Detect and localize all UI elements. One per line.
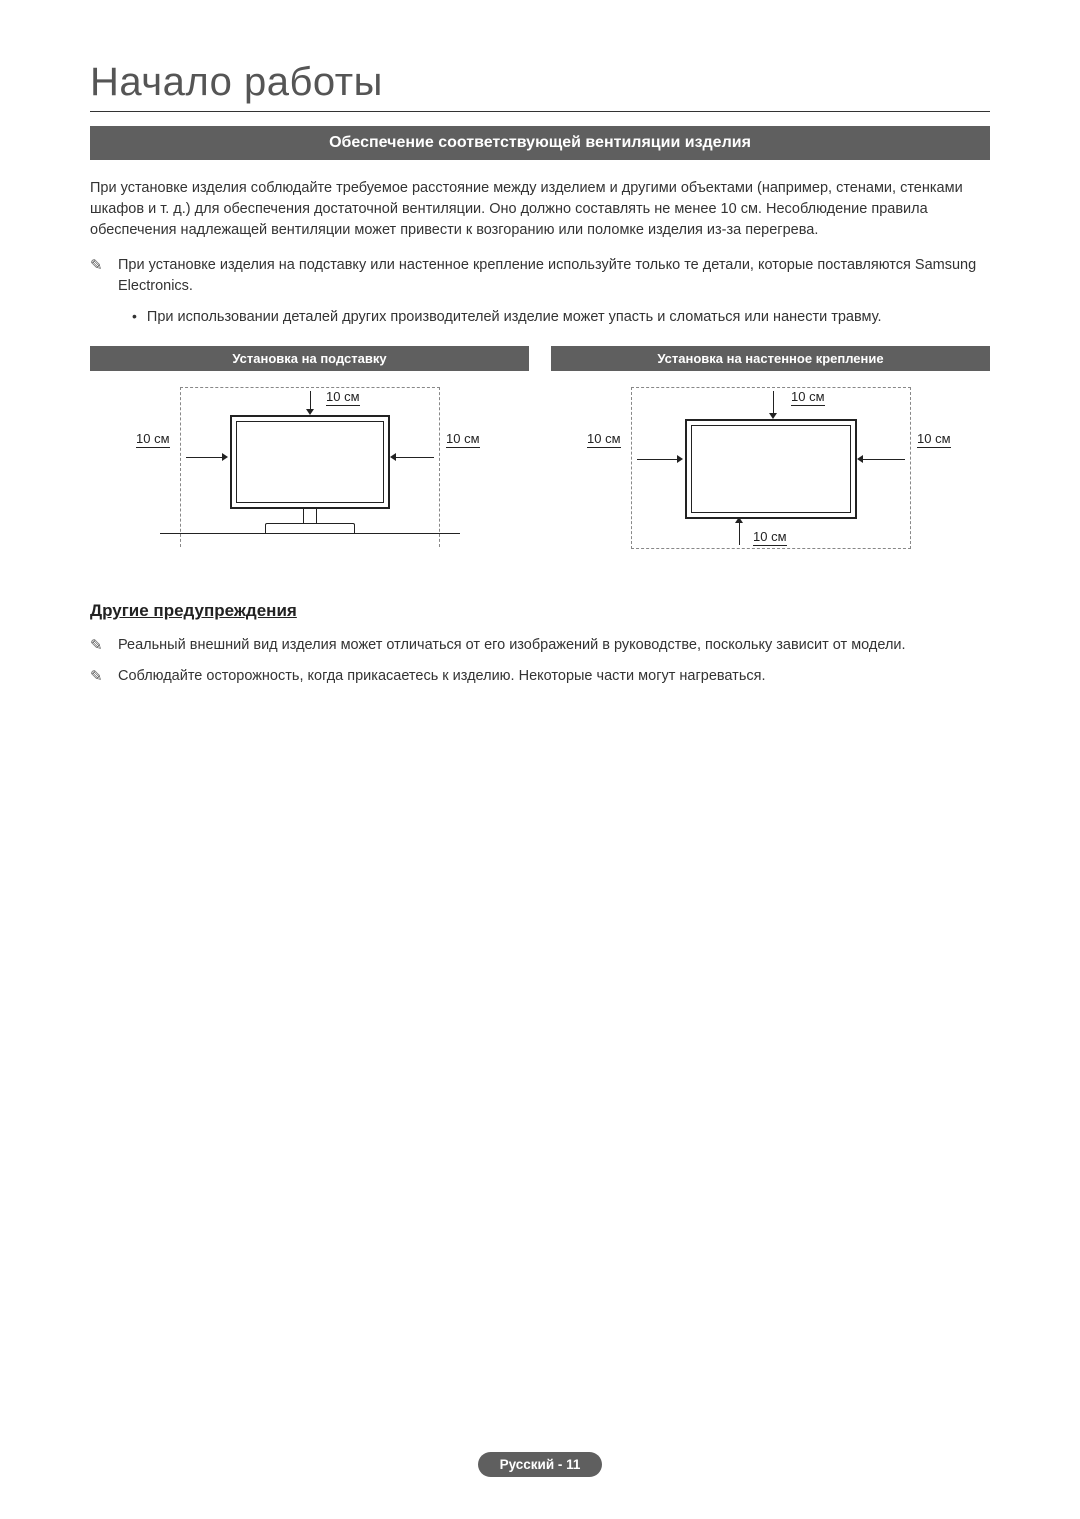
dim-left-label: 10 см [136,431,170,448]
diagram-wall-header: Установка на настенное крепление [551,346,990,371]
section-subtitle: Другие предупреждения [90,601,990,621]
dim-top-arrow-head [306,409,314,415]
dim-top-label: 10 см [326,389,360,406]
note-icon: ✎ [90,666,110,687]
dim-bottom-arrow-head-w [735,517,743,523]
dim-right-arrow-line-w [861,459,905,460]
sub-bullet-row: • При использовании деталей других произ… [132,307,990,328]
page-title: Начало работы [90,60,990,105]
dim-right-label: 10 см [446,431,480,448]
page-footer: Русский - 11 [0,1452,1080,1477]
warning-text-1: Реальный внешний вид изделия может отлич… [118,635,990,656]
dim-left-arrow-head-w [677,455,683,463]
note-row-1: ✎ При установке изделия на подставку или… [90,255,990,297]
warning-text-2: Соблюдайте осторожность, когда прикасает… [118,666,990,687]
warning-row-1: ✎ Реальный внешний вид изделия может отл… [90,635,990,656]
sub-bullet-text: При использовании деталей других произво… [147,307,990,328]
note-icon: ✎ [90,255,110,276]
dim-left-arrow-line [186,457,226,458]
note-icon: ✎ [90,635,110,656]
diagram-wall: Установка на настенное крепление 10 см 1… [551,346,990,561]
title-underline [90,111,990,112]
tv-inner-wall [691,425,851,513]
footer-sep: - [554,1457,566,1472]
dim-top-arrow-head-w [769,413,777,419]
diagram-stand-body: 10 см 10 см 10 см [90,371,529,561]
dim-right-arrow-head [390,453,396,461]
dim-left-arrow-head [222,453,228,461]
dim-bottom-label-w: 10 см [753,529,787,546]
tv-screen-wall [685,419,857,519]
dim-right-arrow-head-w [857,455,863,463]
dim-right-label-w: 10 см [917,431,951,448]
document-page: Начало работы Обеспечение соответствующе… [0,0,1080,687]
dim-top-label-w: 10 см [791,389,825,406]
warning-row-2: ✎ Соблюдайте осторожность, когда прикаса… [90,666,990,687]
section-banner: Обеспечение соответствующей вентиляции и… [90,126,990,160]
tv-screen [230,415,390,509]
tv-stand-base [265,523,355,533]
note-text-1: При установке изделия на подставку или н… [118,255,990,297]
diagram-stand: Установка на подставку 10 см [90,346,529,561]
dim-bottom-arrow-line-w [739,521,740,545]
diagram-stand-header: Установка на подставку [90,346,529,371]
ground-line [160,533,460,534]
bullet-icon: • [132,307,137,327]
intro-paragraph: При установке изделия соблюдайте требуем… [90,178,990,241]
dim-right-arrow-line [394,457,434,458]
diagrams-row: Установка на подставку 10 см [90,346,990,561]
tv-stand-neck [303,509,317,523]
dim-left-label-w: 10 см [587,431,621,448]
diagram-wall-body: 10 см 10 см 10 см 10 см [551,371,990,561]
footer-lang: Русский [500,1457,555,1472]
footer-page: 11 [566,1457,580,1472]
dim-left-arrow-line-w [637,459,681,460]
tv-inner [236,421,384,503]
footer-pill: Русский - 11 [478,1452,603,1477]
